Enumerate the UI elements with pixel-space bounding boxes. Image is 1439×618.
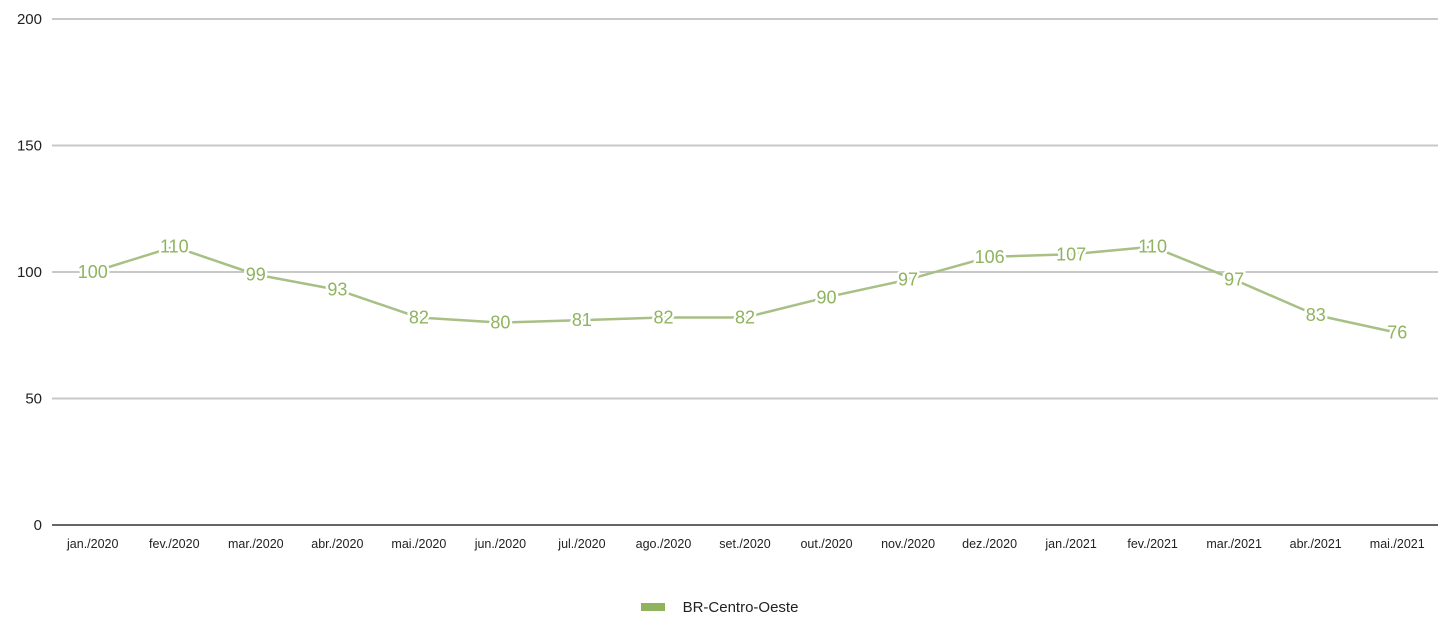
data-label: 82	[735, 308, 755, 328]
data-label: 97	[898, 270, 918, 290]
data-label: 110	[1138, 237, 1167, 257]
data-label: 81	[572, 310, 592, 330]
data-label: 106	[975, 247, 1005, 267]
data-label: 107	[1056, 244, 1086, 264]
y-tick-label: 0	[34, 517, 42, 534]
legend-swatch	[640, 603, 665, 611]
data-label: 83	[1306, 305, 1326, 325]
x-tick-label: fev./2021	[1127, 537, 1178, 551]
x-tick-label: mai./2020	[391, 537, 446, 551]
data-label: 82	[653, 308, 673, 328]
x-tick-label: jul./2020	[557, 537, 605, 551]
data-labels: 100 110 99 93 82 80 81 82 82 90 97 106 107 110 97 83 76	[75, 234, 1410, 345]
y-tick-label: 200	[17, 11, 42, 28]
data-label: 82	[409, 308, 429, 328]
x-tick-label: ago./2020	[636, 537, 692, 551]
y-axis-ticks: 0 50 100 150 200	[17, 11, 42, 534]
x-tick-label: abr./2020	[311, 537, 363, 551]
gridlines	[52, 18, 1438, 526]
data-label: 80	[490, 313, 510, 333]
data-label: 99	[246, 265, 266, 285]
data-label: 93	[327, 280, 347, 300]
series-group	[92, 245, 1398, 334]
x-tick-label: abr./2021	[1290, 537, 1342, 551]
x-tick-label: out./2020	[800, 537, 852, 551]
legend: BR-Centro-Oeste	[0, 598, 1439, 616]
y-tick-label: 50	[25, 391, 42, 408]
data-label: 100	[78, 262, 108, 282]
y-tick-label: 150	[17, 138, 42, 155]
data-label: 110	[160, 237, 189, 257]
data-label: 76	[1387, 323, 1407, 343]
x-tick-label: nov./2020	[881, 537, 935, 551]
x-tick-label: jun./2020	[474, 537, 526, 551]
x-axis-ticks: jan./2020 fev./2020 mar./2020 abr./2020 mai.…	[66, 537, 1425, 551]
x-tick-label: set./2020	[719, 537, 770, 551]
x-tick-label: jan./2021	[1044, 537, 1096, 551]
x-tick-label: mai./2021	[1370, 537, 1425, 551]
data-label: 90	[817, 287, 837, 307]
x-tick-label: dez./2020	[962, 537, 1017, 551]
data-label: 97	[1224, 270, 1244, 290]
legend-label: BR-Centro-Oeste	[682, 598, 799, 616]
y-tick-label: 100	[17, 264, 42, 281]
series-line	[92, 245, 1398, 334]
x-tick-label: fev./2020	[149, 537, 200, 551]
x-tick-label: mar./2021	[1206, 537, 1262, 551]
x-tick-label: mar./2020	[228, 537, 284, 551]
x-tick-label: jan./2020	[66, 537, 118, 551]
